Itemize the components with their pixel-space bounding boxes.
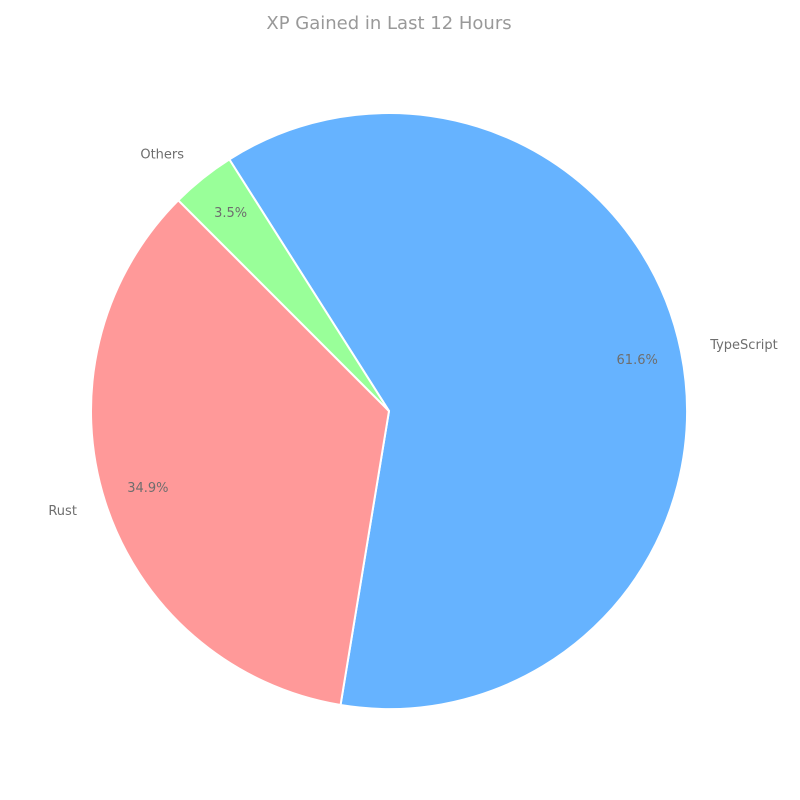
slice-label-typescript: TypeScript <box>709 338 778 353</box>
slice-label-others: Others <box>140 148 184 163</box>
pie-labels: TypeScript 61.6% Rust 34.9% Others 3.5% <box>48 148 777 519</box>
pie-slice-rust <box>90 198 391 707</box>
slice-label-rust: Rust <box>48 504 77 519</box>
chart-title: XP Gained in Last 12 Hours <box>266 13 511 34</box>
pie-slices <box>90 112 688 710</box>
pie-slice-others <box>176 158 390 412</box>
pie-slice-typescript <box>227 112 688 710</box>
pct-label-others: 3.5% <box>214 206 247 221</box>
pct-label-rust: 34.9% <box>127 481 168 496</box>
pct-label-typescript: 61.6% <box>617 353 658 368</box>
